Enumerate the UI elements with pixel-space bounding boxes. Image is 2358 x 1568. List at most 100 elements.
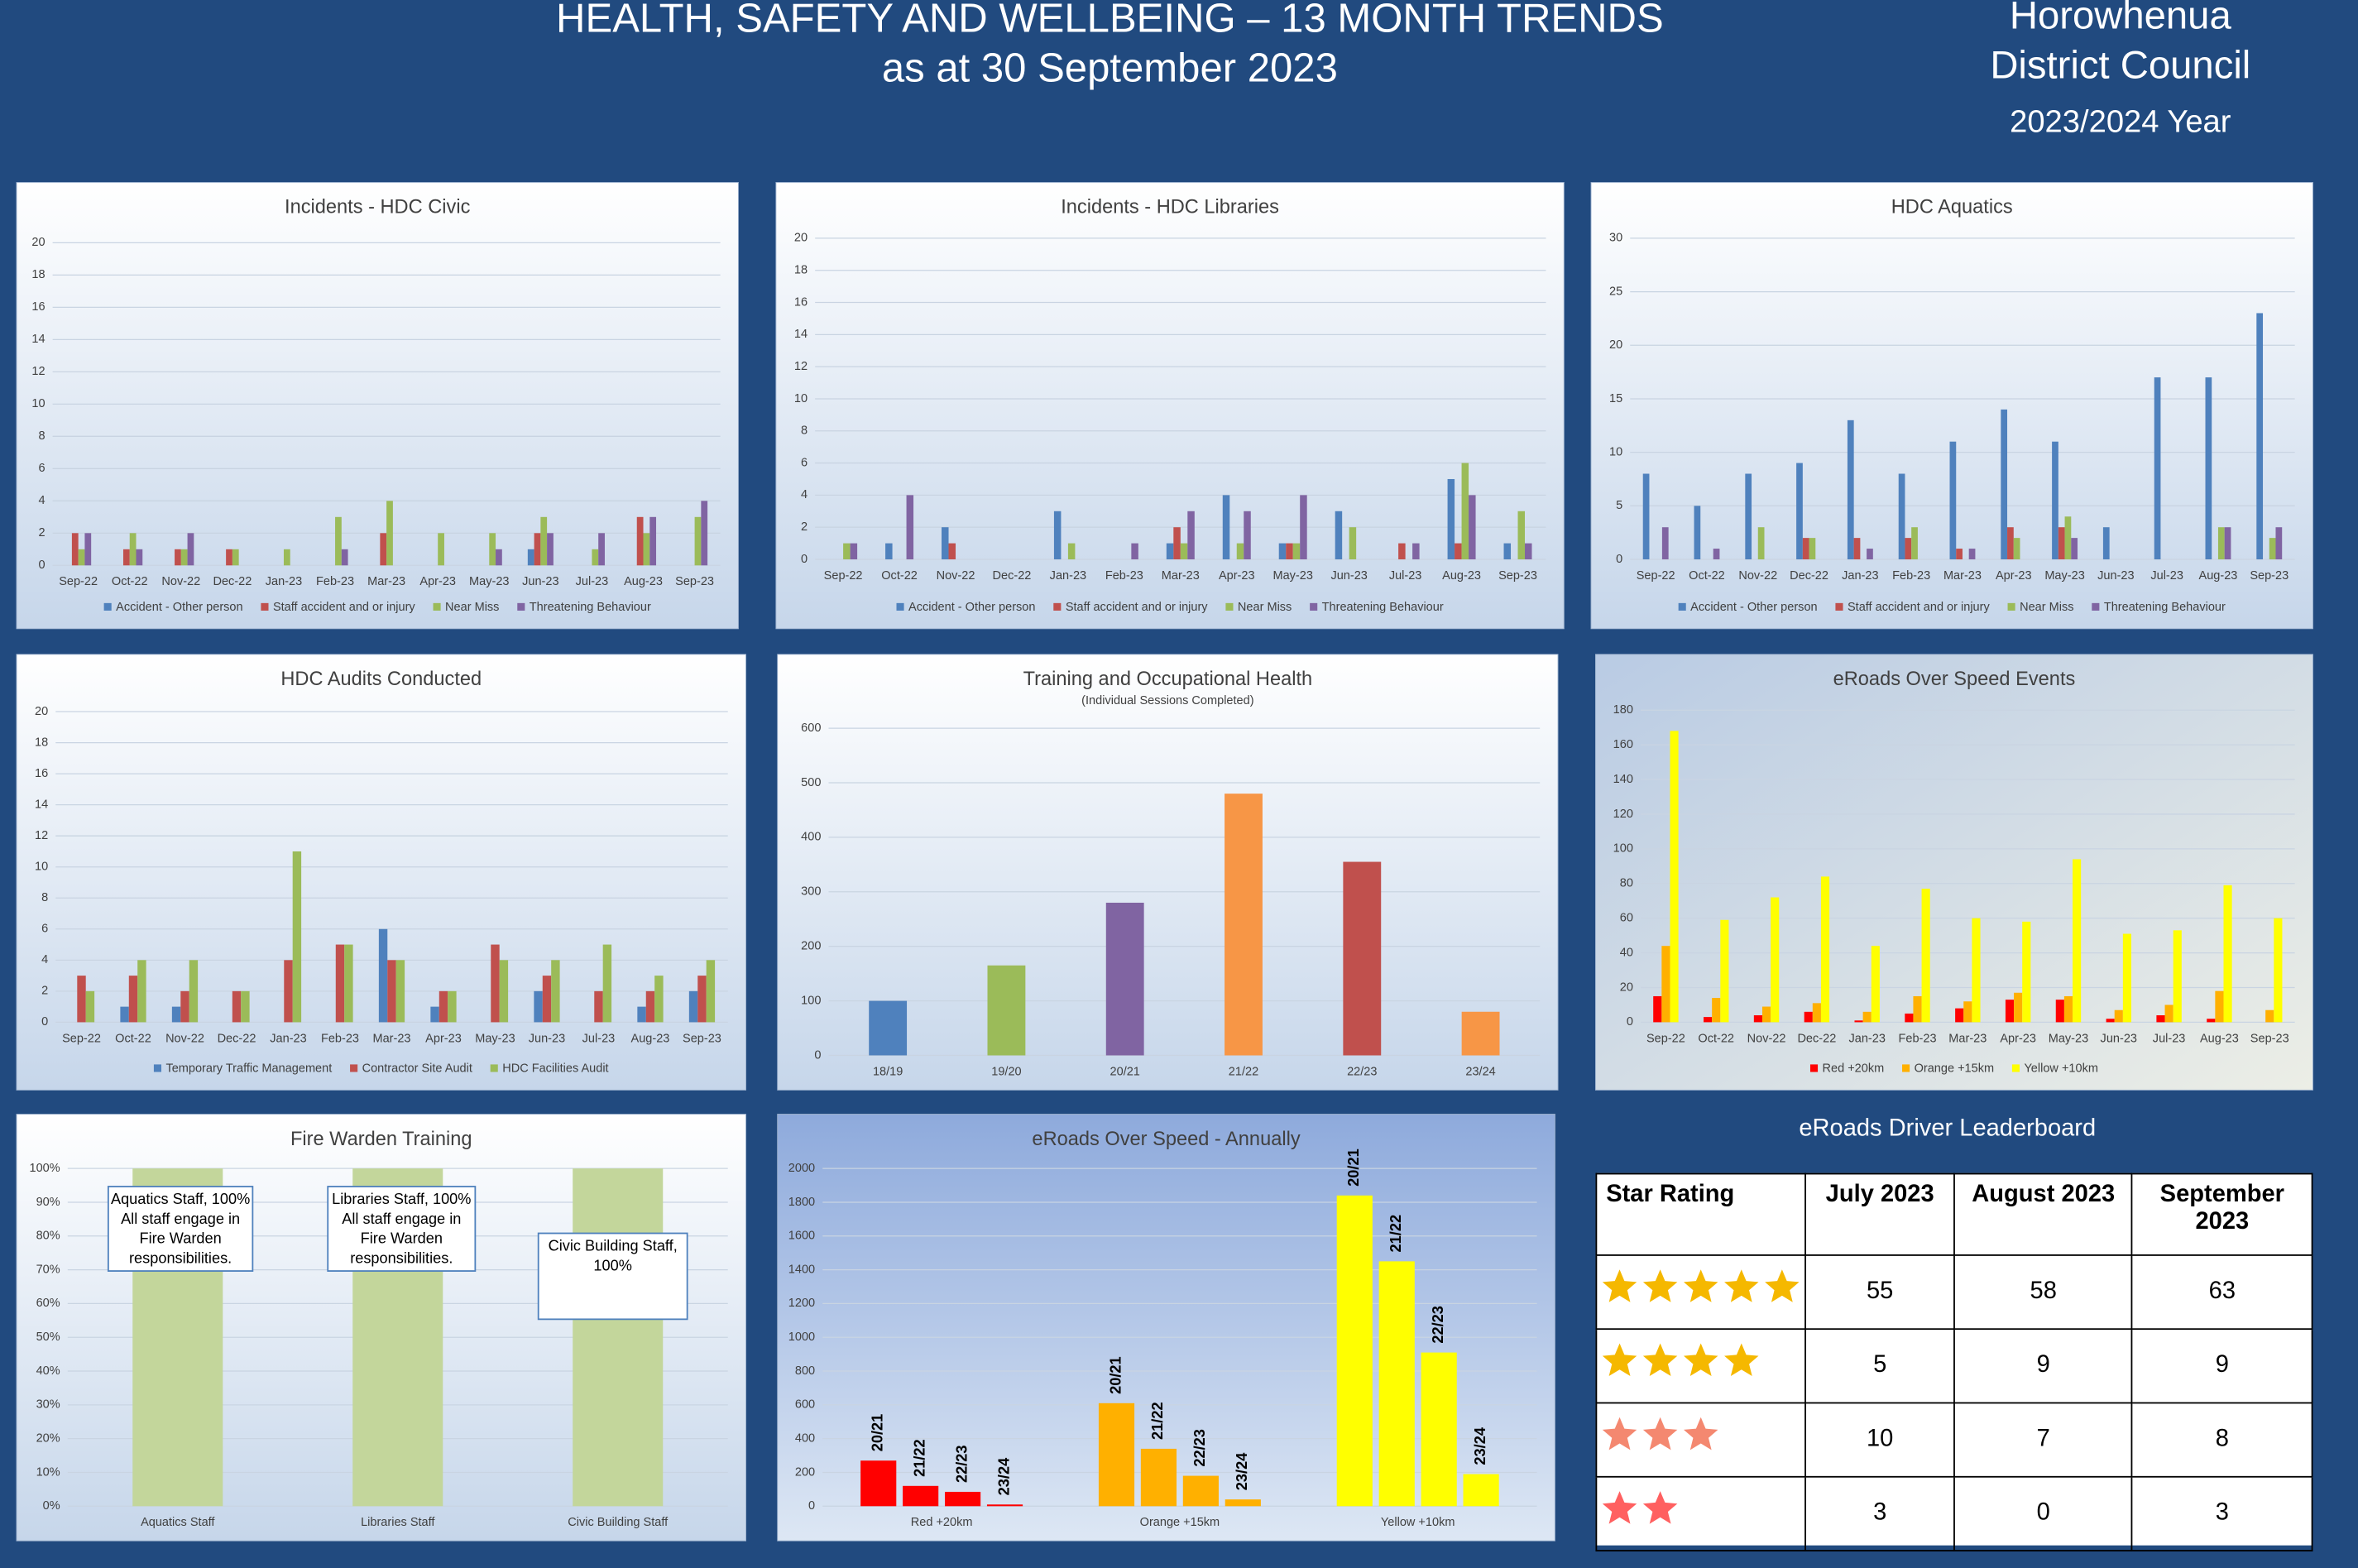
column-header: August 2023 (1953, 1172, 2134, 1256)
bar (1105, 902, 1144, 1056)
y-tick-label: 160 (1613, 738, 1633, 751)
bar (2073, 859, 2082, 1023)
x-tick-label: Dec-22 (213, 575, 252, 588)
bar (1503, 543, 1512, 560)
legend-swatch (490, 1064, 498, 1072)
bar (2205, 377, 2212, 560)
bar (496, 549, 502, 566)
bar (2022, 921, 2031, 1023)
legend-label: Red +20km (1823, 1062, 1885, 1076)
x-tick-label: Jul-23 (1389, 569, 1422, 583)
y-tick-label: 80% (36, 1230, 60, 1243)
bar (1898, 473, 1905, 560)
x-tick-label: Nov-22 (1738, 569, 1777, 583)
bar (341, 549, 348, 566)
x-tick-label: Aug-23 (1442, 569, 1481, 583)
bar (448, 990, 457, 1023)
y-tick-label: 14 (35, 798, 48, 811)
bar (430, 1006, 439, 1023)
x-tick-label: Jun-23 (522, 575, 558, 588)
x-tick-label: 23/24 (1465, 1065, 1495, 1078)
y-tick-label: 40 (1620, 946, 1633, 959)
y-tick-label: 60% (36, 1297, 60, 1310)
y-tick-label: 200 (795, 1465, 815, 1479)
header-row: Star Rating July 2023 August 2023 September… (1595, 1172, 2313, 1256)
star-cell (1595, 1475, 1806, 1551)
y-tick-label: 6 (38, 462, 45, 475)
x-tick-label: Jun-23 (1330, 569, 1367, 583)
y-tick-label: 60 (1620, 912, 1633, 925)
x-tick-label: Feb-23 (1898, 1032, 1936, 1045)
bar (645, 990, 655, 1023)
bar (637, 1006, 646, 1023)
star-cell (1595, 1328, 1806, 1404)
star (1602, 1416, 1637, 1450)
bar (175, 549, 181, 566)
bar (180, 549, 188, 566)
legend: Accident - Other person Staff accident an… (1678, 601, 2226, 614)
bar-label: 20/21 (1345, 1148, 1362, 1187)
bar (1761, 1006, 1771, 1023)
bar (2064, 516, 2072, 560)
table-cell: 8 (2131, 1402, 2313, 1478)
bar (542, 976, 552, 1023)
y-tick-label: 10 (31, 397, 45, 410)
bar (850, 543, 858, 560)
x-tick-label: 21/22 (1229, 1065, 1258, 1078)
x-tick-label: Sep-22 (1637, 569, 1675, 583)
bar (1809, 538, 1816, 560)
legend-swatch (103, 602, 112, 611)
x-tick-label: Mar-23 (367, 575, 405, 588)
y-tick-label: 1600 (788, 1230, 815, 1243)
bar (540, 516, 548, 566)
table-cell: 3 (1804, 1475, 1956, 1551)
y-tick-label: 2 (801, 520, 808, 534)
bar (1905, 1013, 1914, 1023)
bar (1820, 876, 1830, 1023)
y-tick-label: 600 (801, 722, 821, 735)
table-cell: 63 (2131, 1254, 2313, 1331)
bar (335, 516, 342, 566)
star-icons (1602, 1268, 1800, 1302)
bar (903, 1485, 939, 1507)
y-tick-label: 18 (35, 736, 48, 749)
bar (2154, 377, 2161, 560)
bar (2055, 1000, 2064, 1023)
x-tick-label: Jul-23 (2150, 569, 2183, 583)
x-tick-label: Jun-23 (2101, 1032, 2137, 1045)
bar (1720, 919, 1729, 1023)
x-tick-label: Jun-23 (2097, 569, 2134, 583)
y-tick-label: 600 (795, 1398, 815, 1412)
legend-swatch (2007, 602, 2015, 611)
table-cell: 0 (1953, 1475, 2134, 1551)
leaderboard-table: Star Rating July 2023 August 2023 September… (1595, 1172, 2313, 1551)
x-tick-label: Sep-23 (1498, 569, 1537, 583)
legend-swatch (1678, 602, 1686, 611)
bar (1653, 995, 1662, 1023)
x-tick-label: Oct-22 (115, 1032, 151, 1045)
annotation-text: Civic Building Staff, (549, 1238, 678, 1254)
bar (292, 851, 302, 1023)
bar (187, 533, 194, 566)
bar (636, 516, 644, 566)
legend-label: Accident - Other person (1690, 601, 1817, 614)
y-tick-label: 20 (794, 232, 808, 245)
legend-label: Accident - Other person (908, 601, 1035, 614)
bar (1469, 495, 1476, 560)
x-tick-label: Mar-23 (372, 1032, 410, 1045)
y-tick-label: 2000 (788, 1162, 815, 1175)
bar (136, 549, 143, 566)
x-tick-label: Sep-22 (824, 569, 863, 583)
y-tick-label: 18 (31, 268, 45, 281)
bar (986, 1504, 1023, 1507)
x-tick-label: Jul-23 (2153, 1032, 2186, 1045)
y-tick-label: 2 (38, 526, 45, 539)
y-tick-label: 10 (1609, 445, 1622, 458)
x-tick-label: Jul-23 (576, 575, 609, 588)
bar (2173, 930, 2182, 1023)
bar (499, 960, 509, 1023)
bar-label: 20/21 (870, 1414, 886, 1452)
x-tick-label: Feb-23 (1105, 569, 1143, 583)
x-tick-label: 22/23 (1347, 1065, 1377, 1078)
bar (1661, 527, 1669, 560)
